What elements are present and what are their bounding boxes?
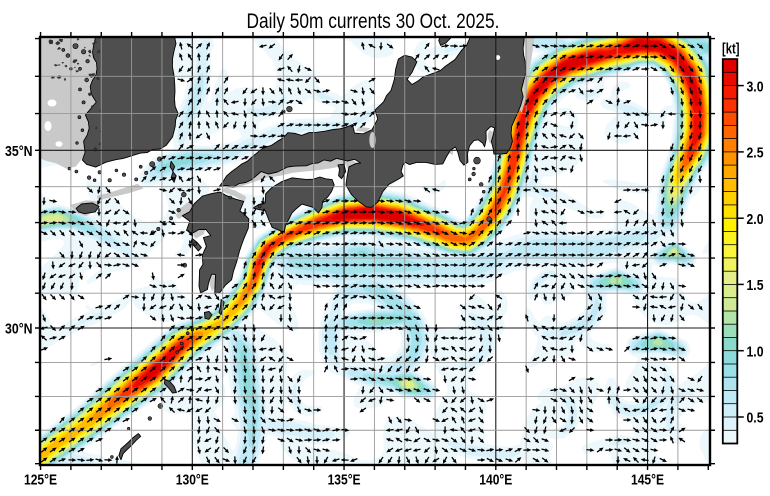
svg-text:1.5: 1.5 (747, 277, 764, 294)
svg-text:[kt]: [kt] (722, 42, 740, 58)
svg-text:35°N: 35°N (5, 143, 33, 160)
svg-text:0.5: 0.5 (747, 410, 764, 427)
svg-text:145°E: 145°E (631, 472, 664, 489)
svg-text:1.0: 1.0 (747, 343, 764, 360)
svg-text:125°E: 125°E (24, 472, 57, 489)
svg-text:3.0: 3.0 (747, 78, 764, 95)
svg-text:2.0: 2.0 (747, 211, 764, 228)
svg-text:2.5: 2.5 (747, 145, 764, 162)
svg-text:30°N: 30°N (5, 321, 33, 338)
svg-text:140°E: 140°E (479, 472, 512, 489)
svg-text:130°E: 130°E (176, 472, 209, 489)
svg-text:135°E: 135°E (328, 472, 361, 489)
svg-text:Daily 50m currents 30 Oct. 202: Daily 50m currents 30 Oct. 2025. (247, 10, 500, 33)
